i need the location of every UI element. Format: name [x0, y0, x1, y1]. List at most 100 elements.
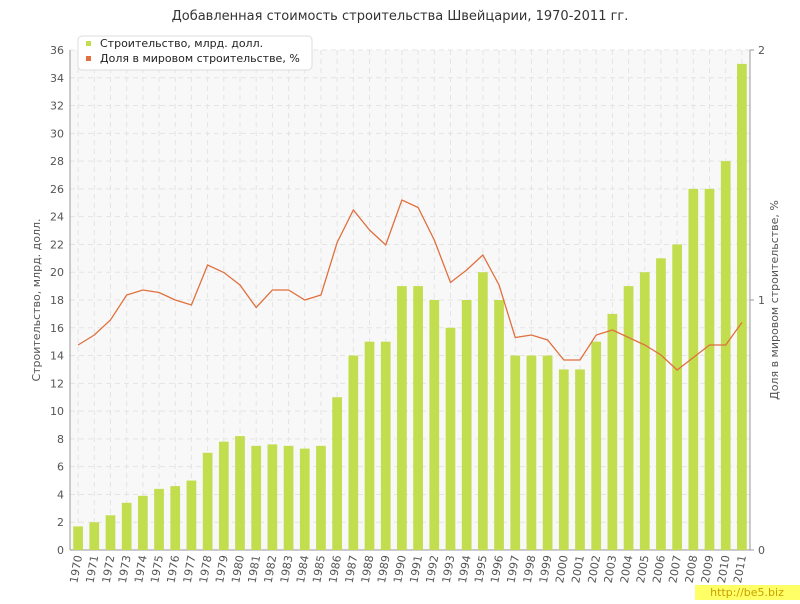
x-tick-label: 1975	[148, 554, 166, 584]
bar	[138, 495, 148, 550]
y-tick-label: 34	[50, 72, 64, 85]
x-tick-label: 1985	[310, 554, 328, 584]
bar	[445, 327, 456, 550]
bar	[121, 502, 132, 550]
bar	[218, 441, 229, 550]
x-tick-label: 2009	[699, 554, 717, 584]
line	[77, 199, 743, 371]
bar	[105, 515, 116, 550]
x-tick-label: 1973	[116, 554, 134, 584]
x-tick-label: 2010	[715, 554, 733, 584]
bar	[688, 188, 699, 550]
x-tick-label: 1978	[197, 554, 215, 584]
y-tick-label: 16	[50, 322, 64, 335]
y-tick-label: 8	[57, 433, 64, 446]
bar	[737, 63, 747, 551]
bar	[332, 397, 342, 550]
x-tick-label: 2005	[634, 554, 652, 584]
legend-label: Строительство, млрд. долл.	[100, 37, 263, 50]
x-tick-label: 1999	[537, 554, 555, 584]
y-tick-label: 10	[50, 405, 64, 418]
plot-area	[70, 50, 750, 550]
y-tick-label: 28	[50, 155, 64, 168]
x-tick-label: 1998	[521, 554, 539, 584]
bar	[299, 448, 310, 550]
bar	[364, 341, 375, 550]
x-tick-label: 1997	[505, 554, 523, 584]
y-tick-label: 20	[50, 266, 64, 279]
bar	[510, 355, 521, 550]
x-tick-label: 1970	[67, 554, 85, 584]
x-tick-label: 2006	[650, 554, 668, 584]
x-tick-label: 1995	[472, 554, 490, 584]
chart-title: Добавленная стоимость строительства Швей…	[172, 9, 629, 24]
y-tick-label: 4	[57, 488, 64, 501]
bar	[348, 355, 359, 550]
bar	[429, 300, 440, 550]
y-axis-label: Строительство, млрд. долл.	[30, 218, 43, 381]
y-tick-label: 24	[50, 211, 64, 224]
y2-axis-label: Доля в мировом строительстве, %	[768, 200, 781, 400]
bar	[558, 369, 569, 550]
x-tick-label: 2002	[585, 554, 603, 584]
x-tick-label: 1984	[294, 554, 312, 584]
y-tick-label: 26	[50, 183, 64, 196]
bar	[73, 526, 83, 550]
legend-swatch	[86, 56, 91, 61]
bar	[478, 272, 488, 550]
x-tick-label: 2011	[731, 554, 749, 584]
x-tick-label: 2007	[666, 554, 684, 584]
x-tick-label: 1980	[229, 554, 247, 584]
bar	[202, 452, 213, 550]
watermark: http://be5.biz	[710, 586, 784, 599]
bar	[461, 300, 472, 550]
y-tick-label: 30	[50, 127, 64, 140]
y2-tick-label: 2	[758, 44, 765, 57]
bar	[89, 522, 100, 550]
x-tick-label: 2000	[553, 554, 571, 584]
x-tick-label: 1992	[424, 554, 442, 584]
x-tick-label: 1972	[100, 554, 118, 584]
x-tick-label: 1994	[456, 554, 474, 584]
bar	[397, 286, 407, 550]
x-tick-label: 1983	[278, 554, 296, 584]
bar	[267, 444, 278, 550]
bar	[720, 161, 731, 550]
x-tick-label: 2003	[602, 554, 620, 584]
legend-label: Доля в мировом строительстве, %	[100, 52, 300, 65]
x-tick-label: 1982	[262, 554, 280, 584]
bar	[656, 258, 666, 550]
bar	[154, 488, 164, 550]
y-tick-label: 0	[57, 544, 64, 557]
bar	[494, 300, 504, 550]
x-tick-label: 1989	[375, 554, 393, 584]
legend-swatch	[86, 41, 91, 46]
x-tick-label: 1977	[181, 554, 199, 584]
bar	[186, 480, 197, 550]
y-tick-label: 14	[50, 350, 64, 363]
x-tick-label: 1988	[359, 554, 377, 584]
bar	[235, 436, 245, 550]
x-tick-label: 1971	[84, 554, 102, 584]
y-tick-label: 22	[50, 238, 64, 251]
x-tick-label: 1996	[488, 554, 506, 584]
x-tick-label: 1990	[391, 554, 409, 584]
x-tick-label: 2008	[683, 554, 701, 584]
x-tick-label: 2001	[569, 554, 587, 584]
bar	[575, 369, 585, 550]
y-tick-label: 18	[50, 294, 64, 307]
y2-tick-label: 1	[758, 294, 765, 307]
y-tick-label: 32	[50, 100, 64, 113]
x-tick-label: 2004	[618, 554, 636, 584]
x-tick-label: 1976	[165, 554, 183, 584]
bar	[607, 313, 618, 550]
x-tick-label: 1993	[440, 554, 458, 584]
x-tick-label: 1986	[326, 554, 344, 584]
watermark-bg	[695, 585, 800, 600]
x-tick-label: 1987	[343, 554, 361, 584]
bar	[380, 341, 391, 550]
x-tick-label: 1991	[407, 554, 425, 584]
bar	[542, 355, 553, 550]
bar	[704, 188, 715, 550]
